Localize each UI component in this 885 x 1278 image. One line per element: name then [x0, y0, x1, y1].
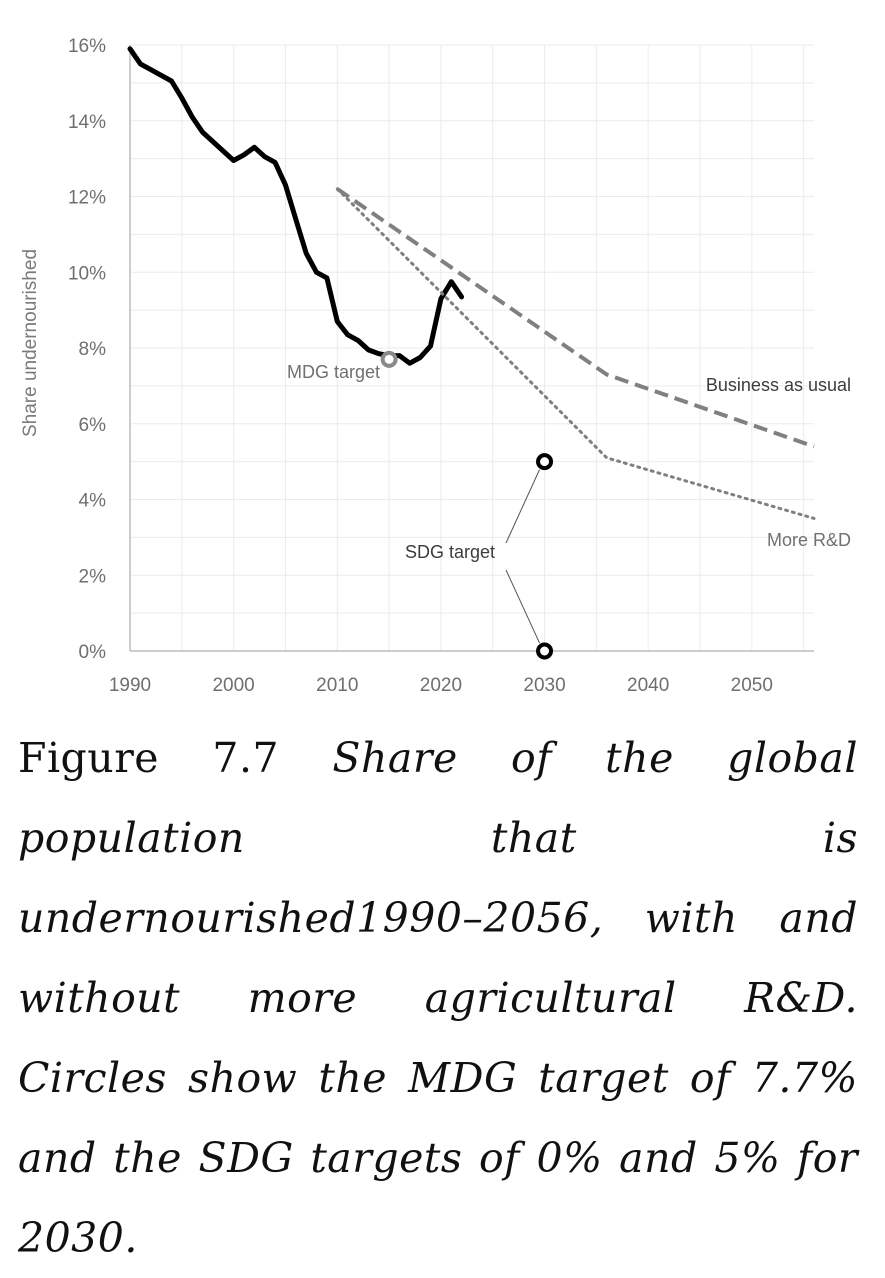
x-tick-label: 2020 — [420, 675, 462, 696]
series-layer — [127, 46, 816, 520]
y-tick-label: 2% — [79, 566, 107, 587]
sdg-connectors — [505, 469, 541, 644]
y-tick-label: 16% — [68, 36, 106, 57]
x-tick-label: 2010 — [316, 675, 358, 696]
series-line-historical — [127, 46, 465, 366]
undernourishment-chart: 0% 2% 4% 6% 8% 10% 12% 14% 16% 1990 2000 2010 2020 20… — [20, 36, 851, 696]
y-axis-label: Share undernourished — [20, 249, 41, 437]
y-tick-label: 8% — [79, 339, 107, 360]
y-tick-label: 6% — [79, 415, 107, 436]
label-layer: Share undernourished MDG target SDG targ… — [20, 249, 851, 562]
more-rnd-label: More R&D — [767, 530, 851, 550]
figure-label: Figure 7.7 — [18, 734, 280, 782]
sdg-connector-upper — [505, 469, 541, 544]
y-tick-label: 10% — [68, 263, 106, 284]
sdg-target-marker — [536, 642, 554, 660]
grid-layer — [130, 44, 814, 651]
chart-container: 0% 2% 4% 6% 8% 10% 12% 14% 16% 1990 2000 2010 2020 20… — [20, 36, 851, 696]
figure-caption: Figure 7.7 Share of the global populatio… — [18, 718, 858, 1278]
caption-text: Share of the global population that is u… — [18, 734, 858, 1262]
business-as-usual-label: Business as usual — [706, 375, 851, 395]
x-tick-label: 2000 — [212, 675, 254, 696]
x-tick-label: 2030 — [523, 675, 565, 696]
y-tick-label: 12% — [68, 188, 106, 209]
sdg-target-marker — [536, 453, 554, 471]
y-tick-label: 0% — [79, 642, 107, 663]
marker-layer — [380, 350, 554, 660]
sdg-connector-lower — [505, 569, 540, 644]
y-tick-label: 14% — [68, 112, 106, 133]
mdg-target-marker — [380, 350, 398, 368]
axis-layer: 0% 2% 4% 6% 8% 10% 12% 14% 16% 1990 2000 2010 2020 20… — [68, 36, 814, 696]
series-line-business-as-usual — [336, 187, 815, 449]
y-tick-label: 4% — [79, 491, 107, 512]
series-line-more-rnd — [335, 187, 816, 520]
x-tick-label: 2040 — [627, 675, 669, 696]
x-tick-label: 1990 — [109, 675, 151, 696]
sdg-target-label: SDG target — [405, 542, 495, 562]
mdg-target-label: MDG target — [287, 362, 380, 382]
x-tick-label: 2050 — [731, 675, 773, 696]
